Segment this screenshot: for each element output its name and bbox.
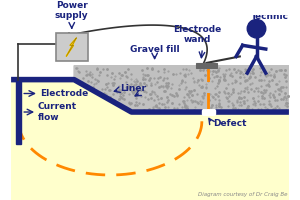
Text: Gravel fill: Gravel fill [130,45,179,54]
Text: Defect: Defect [213,119,247,128]
Circle shape [247,19,266,38]
Text: Technic: Technic [251,12,289,21]
Bar [196,63,217,68]
Text: Electrode
wand: Electrode wand [173,25,221,44]
Bar [202,110,215,114]
Polygon shape [66,38,76,56]
Text: Electrode: Electrode [40,89,88,98]
Text: Power
supply: Power supply [55,1,88,20]
Text: Current
flow: Current flow [38,102,77,122]
FancyBboxPatch shape [56,33,88,61]
Text: Diagram courtesy of Dr Craig Be: Diagram courtesy of Dr Craig Be [198,192,287,197]
Polygon shape [16,80,21,144]
Polygon shape [11,80,289,200]
Polygon shape [74,66,289,112]
Text: Liner: Liner [120,84,146,93]
